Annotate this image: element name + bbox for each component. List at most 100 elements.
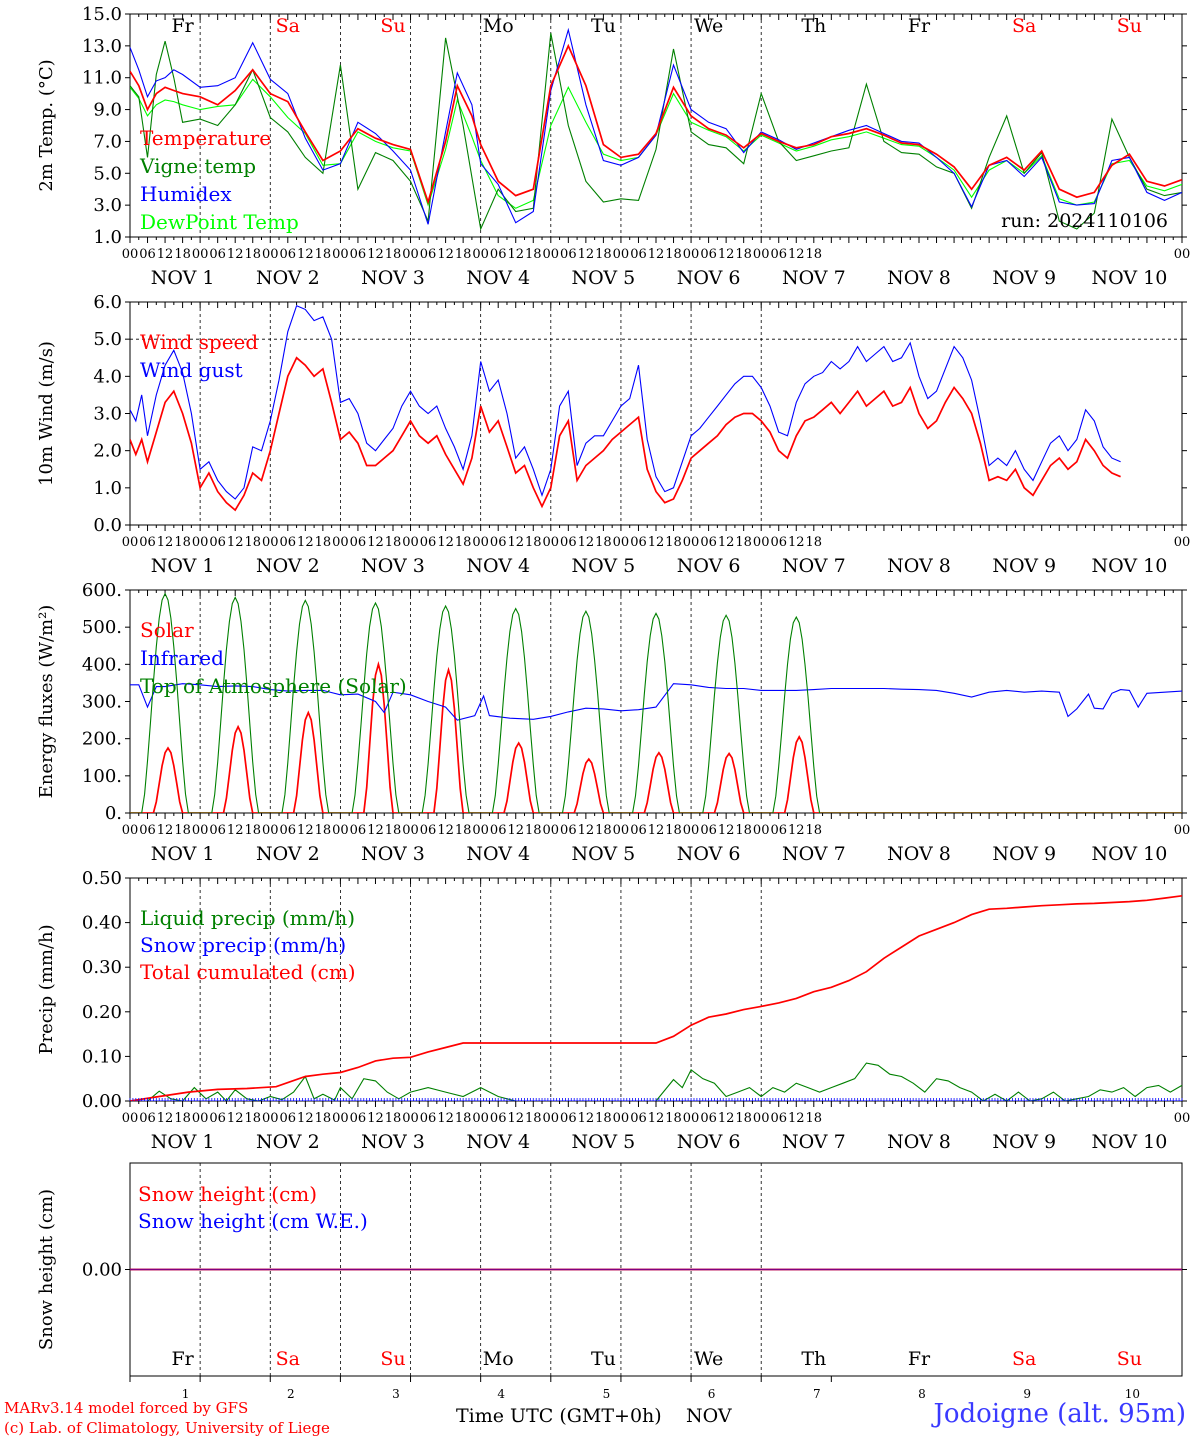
hour-tick-label: 06 <box>700 823 717 838</box>
hour-tick-label: 12 <box>788 1111 805 1126</box>
hour-tick-label: 00 <box>122 823 139 838</box>
hour-tick-label: 00 <box>543 247 560 262</box>
hour-tick-label: 12 <box>157 1111 174 1126</box>
hour-tick-label: 12 <box>227 1111 244 1126</box>
hour-tick-label: 18 <box>455 1111 472 1126</box>
hour-tick-label: 18 <box>735 247 752 262</box>
legend-entry: Infrared <box>140 646 224 670</box>
hour-tick-label: 18 <box>806 535 823 550</box>
hour-tick-label: 00 <box>122 1111 139 1126</box>
hour-tick-label: 18 <box>385 823 402 838</box>
date-label: NOV 5 <box>572 267 636 289</box>
hour-tick-label: 00 <box>613 1111 630 1126</box>
hour-tick-label: 18 <box>525 535 542 550</box>
hour-tick-label: 00 <box>543 823 560 838</box>
hour-tick-label: 18 <box>315 823 332 838</box>
hour-tick-label: 06 <box>280 247 297 262</box>
hour-tick-label: 06 <box>700 1111 717 1126</box>
hour-tick-label: 18 <box>665 535 682 550</box>
y-tick-label: 1.0 <box>93 478 122 499</box>
date-label: NOV 3 <box>361 555 425 577</box>
day-number: 3 <box>392 1387 400 1401</box>
hour-tick-label: 12 <box>157 535 174 550</box>
x-axis-title: Time UTC (GMT+0h) <box>456 1405 662 1427</box>
y-tick-label: 7.0 <box>93 131 122 152</box>
hour-tick-label: 12 <box>227 247 244 262</box>
date-label: NOV 10 <box>1091 843 1167 865</box>
legend-entry: Vigne temp <box>139 154 256 178</box>
hour-tick-label: 12 <box>578 1111 595 1126</box>
y-tick-label: 9.0 <box>93 100 122 121</box>
hour-tick-label: 06 <box>630 823 647 838</box>
hour-tick-label: 12 <box>788 823 805 838</box>
y-tick-label: 200. <box>82 729 122 750</box>
hour-tick-label: 00 <box>753 1111 770 1126</box>
date-label: NOV 1 <box>151 843 215 865</box>
hour-tick-label: 00 <box>613 247 630 262</box>
hour-tick-label: 00 <box>332 247 349 262</box>
panel-frame-0 <box>129 13 1183 238</box>
series-line-temperature <box>130 43 1182 205</box>
hour-tick-label: 00 <box>192 535 209 550</box>
hour-tick-label: 12 <box>437 823 454 838</box>
hour-tick-label: 00 <box>192 823 209 838</box>
y-tick-label: 0.50 <box>82 868 122 889</box>
series-line-wind-speed <box>130 356 1121 512</box>
credit-line-2: (c) Lab. of Climatology, University of L… <box>4 1419 330 1437</box>
y-tick-label: 500. <box>82 617 122 638</box>
hour-tick-label: 18 <box>525 247 542 262</box>
hour-tick-label: 00 <box>543 1111 560 1126</box>
hour-tick-label: 18 <box>244 1111 261 1126</box>
hour-tick-label: 00 <box>1174 535 1191 550</box>
date-label: NOV 4 <box>466 843 530 865</box>
credit-line-1: MARv3.14 model forced by GFS <box>4 1399 249 1417</box>
hour-tick-label: 06 <box>770 247 787 262</box>
hour-tick-label: 18 <box>455 823 472 838</box>
day-number: 6 <box>708 1387 716 1401</box>
hour-tick-label: 00 <box>332 1111 349 1126</box>
legend-entry: Liquid precip (mm/h) <box>140 906 355 930</box>
date-label: NOV 9 <box>992 1131 1056 1153</box>
hour-tick-label: 18 <box>665 823 682 838</box>
hour-tick-label: 06 <box>630 247 647 262</box>
weekday-label: Sa <box>276 15 300 37</box>
date-label: NOV 9 <box>992 843 1056 865</box>
date-label: NOV 6 <box>677 555 741 577</box>
y-tick-label: 100. <box>82 766 122 787</box>
hour-tick-label: 12 <box>297 535 314 550</box>
hour-tick-label: 18 <box>385 535 402 550</box>
hour-tick-label: 12 <box>157 823 174 838</box>
hour-tick-label: 00 <box>332 535 349 550</box>
hour-tick-label: 06 <box>560 1111 577 1126</box>
date-label: NOV 8 <box>887 267 951 289</box>
legend-entry: Temperature <box>140 126 271 150</box>
y-tick-label: 400. <box>82 654 122 675</box>
legend-entry: Snow height (cm W.E.) <box>138 1209 368 1233</box>
panel-frame-2 <box>129 589 1183 814</box>
hour-tick-label: 18 <box>735 1111 752 1126</box>
hour-tick-label: 00 <box>613 535 630 550</box>
hour-tick-label: 06 <box>560 823 577 838</box>
date-label: NOV 9 <box>992 555 1056 577</box>
hour-tick-label: 00 <box>332 823 349 838</box>
hour-tick-label: 18 <box>174 247 191 262</box>
hour-tick-label: 06 <box>560 247 577 262</box>
hour-tick-label: 00 <box>613 823 630 838</box>
legend-entry: Solar <box>140 618 194 642</box>
y-axis-label: Snow height (cm) <box>36 1189 57 1350</box>
y-tick-label: 300. <box>82 692 122 713</box>
hour-tick-label: 06 <box>490 1111 507 1126</box>
hour-tick-label: 06 <box>770 1111 787 1126</box>
date-label: NOV 2 <box>256 555 320 577</box>
hour-tick-label: 12 <box>718 247 735 262</box>
day-number: 7 <box>813 1387 821 1401</box>
weekday-label: Tu <box>591 1348 616 1370</box>
weekday-label: Th <box>801 15 826 37</box>
legend-entry: DewPoint Temp <box>140 210 299 234</box>
date-label: NOV 5 <box>572 1131 636 1153</box>
hour-tick-label: 12 <box>648 1111 665 1126</box>
date-label: NOV 2 <box>256 843 320 865</box>
hour-tick-label: 12 <box>227 823 244 838</box>
hour-tick-label: 12 <box>648 247 665 262</box>
hour-tick-label: 00 <box>1174 247 1191 262</box>
